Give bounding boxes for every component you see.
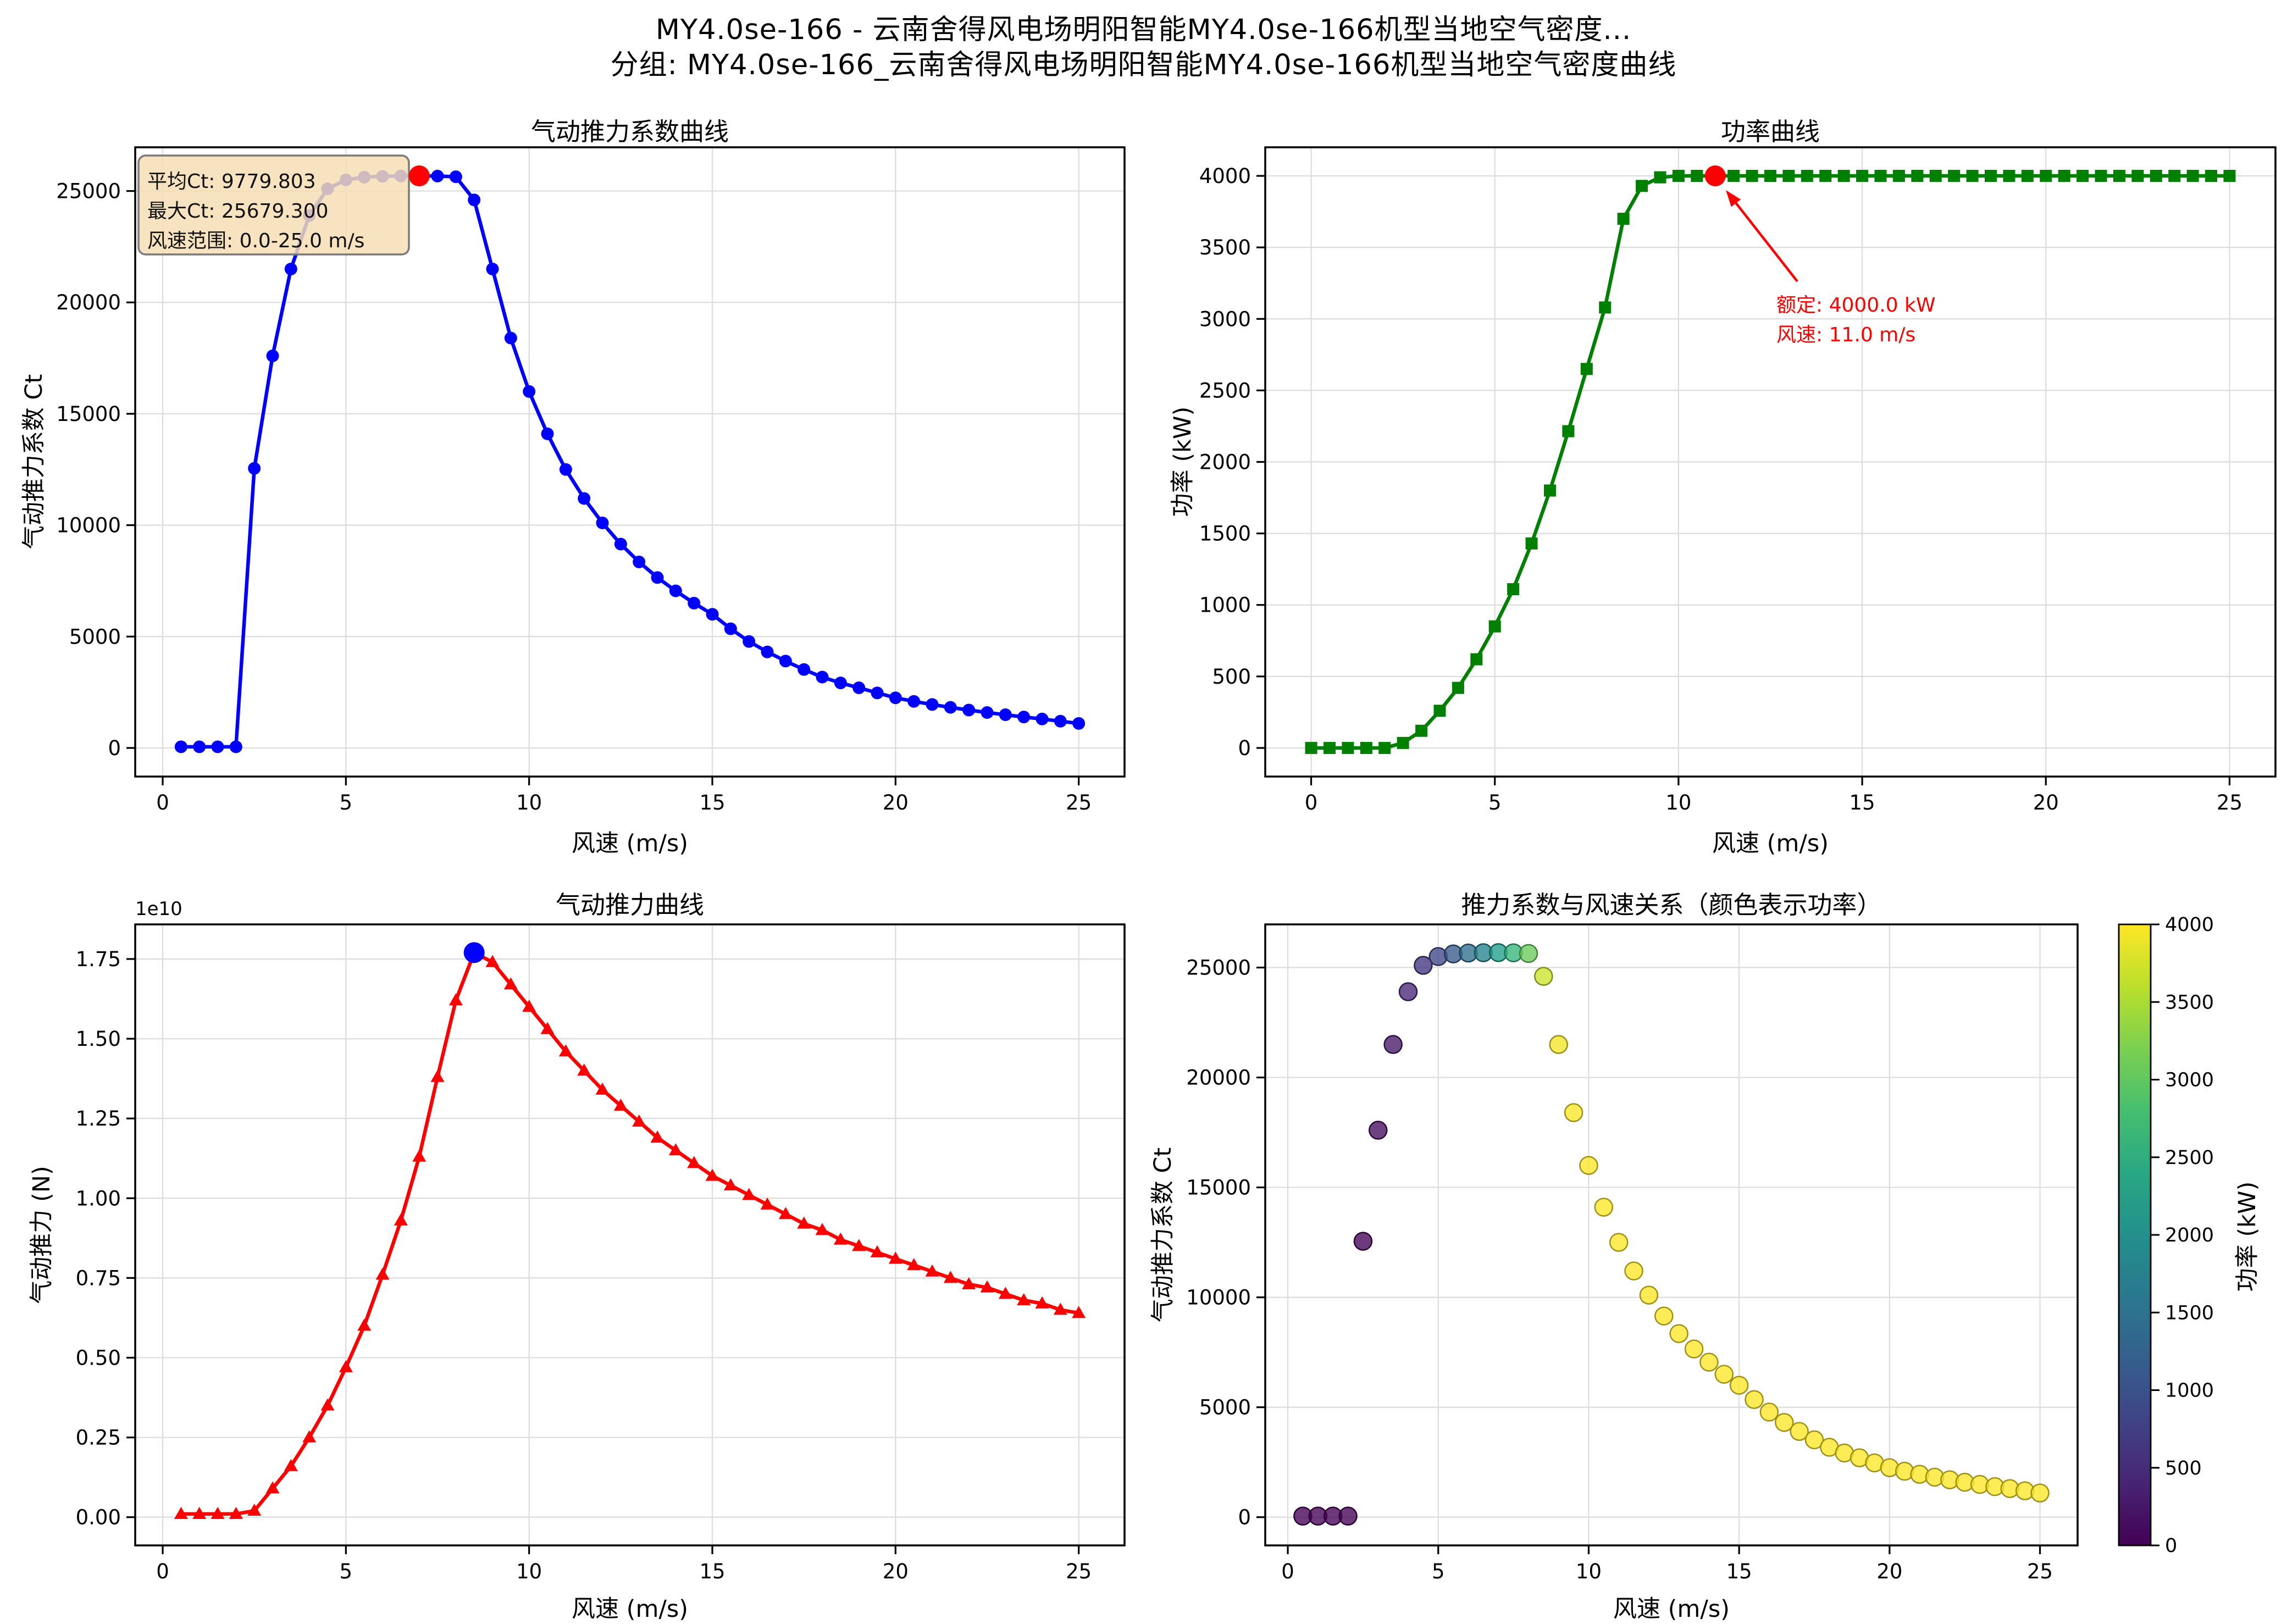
svg-text:3500: 3500 <box>2165 991 2214 1013</box>
scatter-chart-title: 推力系数与风速关系（颜色表示功率） <box>1461 890 1882 919</box>
svg-text:20: 20 <box>883 791 909 814</box>
svg-text:25: 25 <box>2217 791 2242 814</box>
tooltip-max-ct: 最大Ct: 25679.300 <box>147 200 329 223</box>
svg-text:1500: 1500 <box>1199 522 1251 546</box>
tooltip-wind-range: 风速范围: 0.0-25.0 m/s <box>147 230 365 252</box>
svg-text:10: 10 <box>1665 791 1691 814</box>
svg-text:0.50: 0.50 <box>76 1346 121 1370</box>
svg-text:0: 0 <box>156 791 169 814</box>
svg-text:0: 0 <box>1305 791 1318 814</box>
ct-chart-ylabel: 气动推力系数 Ct <box>20 374 48 550</box>
svg-text:25000: 25000 <box>56 180 121 203</box>
scatter-chart-xlabel: 风速 (m/s) <box>1613 1595 1730 1623</box>
svg-text:1.50: 1.50 <box>76 1027 121 1051</box>
svg-text:2000: 2000 <box>1199 451 1251 474</box>
svg-text:20000: 20000 <box>56 291 121 314</box>
svg-text:3000: 3000 <box>2165 1069 2214 1091</box>
ct-chart-xlabel: 风速 (m/s) <box>572 830 688 857</box>
svg-text:5: 5 <box>340 791 353 814</box>
svg-text:0.00: 0.00 <box>76 1506 121 1529</box>
svg-text:25: 25 <box>1066 1560 1092 1583</box>
svg-text:20000: 20000 <box>1186 1066 1251 1090</box>
figure-title-line2: 分组: MY4.0se-166_云南舍得风电场明阳智能MY4.0se-166机型… <box>610 49 1677 81</box>
svg-text:4000: 4000 <box>2165 914 2214 936</box>
svg-text:1000: 1000 <box>1199 594 1251 617</box>
svg-text:2500: 2500 <box>2165 1147 2214 1169</box>
svg-text:3500: 3500 <box>1199 236 1251 259</box>
tooltip-avg-ct: 平均Ct: 9779.803 <box>147 170 316 193</box>
svg-text:5000: 5000 <box>1199 1396 1251 1420</box>
svg-text:0: 0 <box>1281 1560 1294 1583</box>
ct-chart-title: 气动推力系数曲线 <box>530 117 729 146</box>
svg-text:1.25: 1.25 <box>76 1107 121 1130</box>
svg-text:25: 25 <box>2027 1560 2053 1583</box>
rated-wind-annotation: 风速: 11.0 m/s <box>1776 324 1916 346</box>
svg-text:1.00: 1.00 <box>76 1187 121 1210</box>
svg-text:5: 5 <box>340 1560 353 1583</box>
svg-text:25000: 25000 <box>1186 956 1251 980</box>
svg-text:0.75: 0.75 <box>76 1266 121 1290</box>
rated-power-annotation: 额定: 4000.0 kW <box>1776 294 1936 317</box>
svg-text:10000: 10000 <box>56 514 121 537</box>
thrust-chart-xlabel: 风速 (m/s) <box>572 1595 688 1623</box>
svg-text:2500: 2500 <box>1199 379 1251 402</box>
svg-text:3000: 3000 <box>1199 307 1251 331</box>
svg-text:0: 0 <box>1238 736 1251 760</box>
thrust-scale-note: 1e10 <box>135 898 182 920</box>
svg-text:15000: 15000 <box>56 402 121 426</box>
svg-text:25: 25 <box>1066 791 1092 814</box>
scatter-chart-ylabel: 气动推力系数 Ct <box>1149 1147 1177 1323</box>
svg-text:500: 500 <box>1212 665 1251 689</box>
svg-text:15: 15 <box>699 791 725 814</box>
svg-text:20: 20 <box>1876 1560 1902 1583</box>
svg-text:0.25: 0.25 <box>76 1426 121 1450</box>
svg-text:20: 20 <box>883 1560 909 1583</box>
svg-text:0: 0 <box>108 736 121 760</box>
svg-text:2000: 2000 <box>2165 1224 2214 1246</box>
power-chart-title: 功率曲线 <box>1720 117 1820 146</box>
power-chart-xlabel: 风速 (m/s) <box>1712 830 1829 857</box>
svg-text:4000: 4000 <box>1199 164 1251 188</box>
svg-text:10: 10 <box>1576 1560 1602 1583</box>
svg-text:1000: 1000 <box>2165 1380 2214 1402</box>
svg-text:1.75: 1.75 <box>76 947 121 971</box>
svg-text:15: 15 <box>1726 1560 1752 1583</box>
svg-text:5000: 5000 <box>69 625 121 649</box>
svg-text:15: 15 <box>699 1560 725 1583</box>
colorbar-label: 功率 (kW) <box>2234 1181 2261 1292</box>
svg-text:0: 0 <box>2165 1535 2177 1557</box>
svg-text:1500: 1500 <box>2165 1302 2214 1324</box>
svg-text:5: 5 <box>1488 791 1502 814</box>
svg-text:20: 20 <box>2033 791 2059 814</box>
figure-title-line1: MY4.0se-166 - 云南舍得风电场明阳智能MY4.0se-166机型当地… <box>655 14 1632 46</box>
svg-text:10: 10 <box>516 791 542 814</box>
svg-text:0: 0 <box>156 1560 169 1583</box>
thrust-chart-title: 气动推力曲线 <box>555 890 704 919</box>
svg-text:15: 15 <box>1849 791 1875 814</box>
svg-text:10000: 10000 <box>1186 1286 1251 1310</box>
power-chart-ylabel: 功率 (kW) <box>1169 406 1197 517</box>
svg-text:5: 5 <box>1432 1560 1445 1583</box>
svg-text:500: 500 <box>2165 1457 2202 1479</box>
thrust-chart-ylabel: 气动推力 (N) <box>28 1166 56 1304</box>
svg-text:15000: 15000 <box>1186 1176 1251 1200</box>
svg-text:0: 0 <box>1238 1506 1251 1529</box>
svg-text:10: 10 <box>516 1560 542 1583</box>
